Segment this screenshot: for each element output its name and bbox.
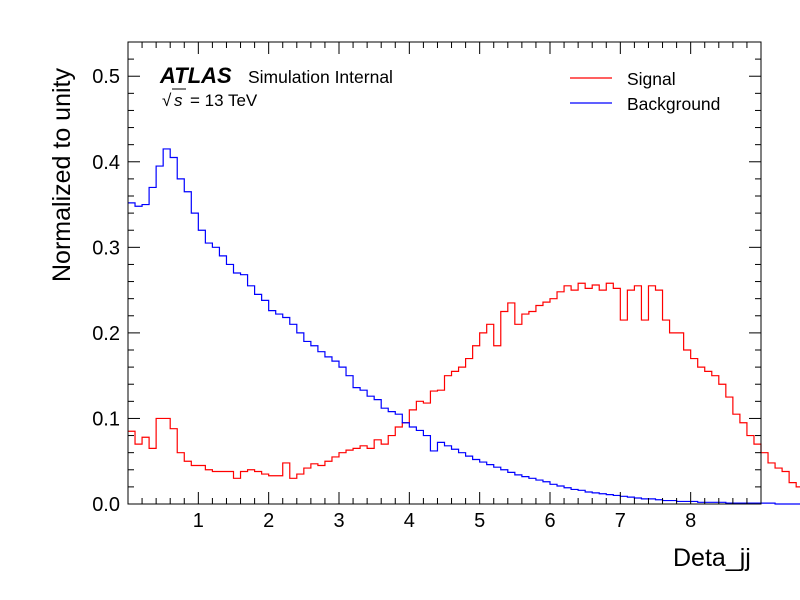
simulation-internal-label: Simulation Internal bbox=[248, 67, 393, 87]
x-tick-label: 3 bbox=[333, 510, 344, 532]
y-tick-label: 0.5 bbox=[92, 66, 120, 88]
y-axis-label: Normalized to unity bbox=[48, 68, 76, 282]
axes-frame bbox=[127, 41, 762, 505]
x-tick-label: 1 bbox=[193, 510, 204, 532]
x-tick-label: 6 bbox=[544, 510, 555, 532]
y-tick-label: 0.3 bbox=[92, 237, 120, 259]
series-line-background bbox=[128, 148, 800, 505]
s-symbol: s bbox=[174, 91, 183, 110]
x-axis-label: Deta_jj bbox=[673, 544, 751, 572]
x-tick-label: 5 bbox=[474, 510, 485, 532]
plot-area bbox=[128, 148, 800, 505]
legend: Signal Background bbox=[570, 69, 720, 114]
x-tick-label: 4 bbox=[404, 510, 415, 532]
axis-ticks bbox=[128, 42, 761, 504]
atlas-label: ATLAS bbox=[159, 63, 232, 88]
y-tick-label: 0.1 bbox=[92, 408, 120, 430]
x-tick-label: 7 bbox=[615, 510, 626, 532]
legend-label-background: Background bbox=[627, 94, 720, 114]
y-tick-label: 0.2 bbox=[92, 323, 120, 345]
y-tick-label: 0.0 bbox=[92, 494, 120, 516]
sqrt-symbol: √ bbox=[162, 91, 172, 110]
x-tick-label: 2 bbox=[263, 510, 274, 532]
x-tick-label: 8 bbox=[685, 510, 696, 532]
energy-label: = 13 TeV bbox=[190, 91, 258, 110]
tick-labels: 1 2 3 4 5 6 7 8 0.0 0.1 0.2 0.3 0.4 0.5 bbox=[92, 66, 696, 532]
y-tick-label: 0.4 bbox=[92, 152, 120, 174]
atlas-annotation: ATLAS Simulation Internal √ s = 13 TeV bbox=[159, 63, 393, 110]
series-line-signal bbox=[128, 282, 800, 488]
legend-label-signal: Signal bbox=[627, 69, 676, 89]
